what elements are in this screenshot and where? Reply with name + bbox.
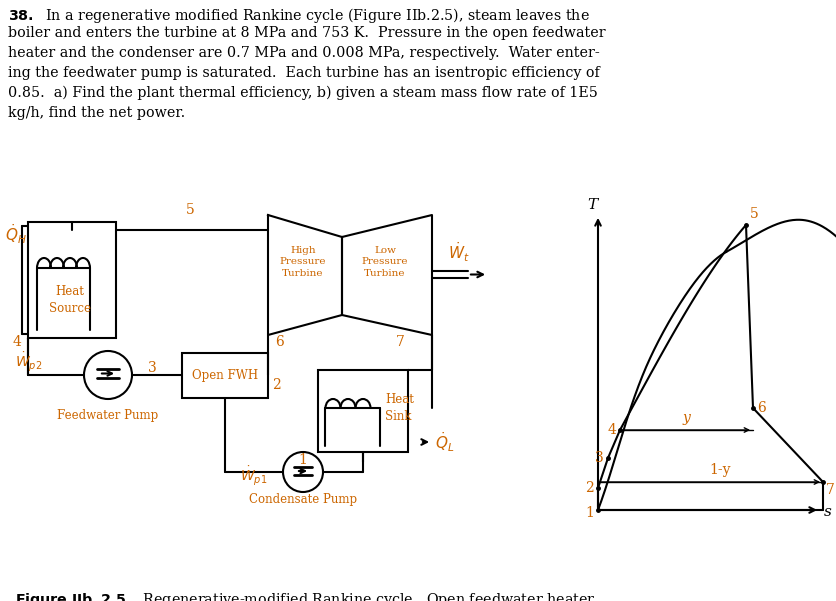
Text: heater and the condenser are 0.7 MPa and 0.008 MPa, respectively.  Water enter-: heater and the condenser are 0.7 MPa and…: [8, 46, 599, 60]
Text: y: y: [682, 411, 690, 425]
Text: $\dot{W}_{p2}$: $\dot{W}_{p2}$: [15, 350, 43, 373]
Text: 1: 1: [585, 506, 594, 520]
Text: 4: 4: [607, 423, 616, 437]
Text: T: T: [587, 198, 597, 212]
Text: 2: 2: [585, 481, 594, 495]
Text: 0.85.  a) Find the plant thermal efficiency, b) given a steam mass flow rate of : 0.85. a) Find the plant thermal efficien…: [8, 86, 598, 100]
Text: Condensate Pump: Condensate Pump: [249, 493, 357, 507]
Text: Feedwater Pump: Feedwater Pump: [58, 409, 159, 421]
Text: Low
Pressure
Turbine: Low Pressure Turbine: [362, 246, 408, 278]
Text: 2: 2: [272, 378, 281, 392]
Text: ing the feedwater pump is saturated.  Each turbine has an isentropic efficiency : ing the feedwater pump is saturated. Eac…: [8, 66, 599, 80]
Text: 5: 5: [750, 207, 759, 221]
Text: $\dot{Q}_L$: $\dot{Q}_L$: [435, 430, 455, 454]
Circle shape: [283, 452, 323, 492]
Text: $\dot{Q}_H$: $\dot{Q}_H$: [5, 222, 27, 246]
Text: $\mathbf{Figure\ IIb.2.5.}$  Regenerative-modified Rankine cycle.  Open feedwate: $\mathbf{Figure\ IIb.2.5.}$ Regenerative…: [15, 591, 599, 601]
Text: s: s: [824, 505, 832, 519]
Text: 3: 3: [148, 361, 156, 375]
Bar: [318, 370, 408, 452]
Text: 6: 6: [276, 335, 284, 349]
Text: $\dot{W}_{p1}$: $\dot{W}_{p1}$: [240, 465, 267, 487]
Circle shape: [84, 351, 132, 399]
Text: 3: 3: [595, 451, 604, 465]
Text: $\mathbf{38.}$  In a regenerative modified Rankine cycle (Figure IIb.2.5), steam: $\mathbf{38.}$ In a regenerative modifie…: [8, 6, 589, 25]
Text: 6: 6: [757, 401, 766, 415]
Text: 1-y: 1-y: [709, 463, 731, 477]
Text: 4: 4: [13, 335, 21, 349]
Text: boiler and enters the turbine at 8 MPa and 753 K.  Pressure in the open feedwate: boiler and enters the turbine at 8 MPa a…: [8, 26, 605, 40]
Text: Heat
Source: Heat Source: [49, 285, 91, 315]
Text: Heat
Sink: Heat Sink: [385, 393, 414, 423]
Text: High
Pressure
Turbine: High Pressure Turbine: [280, 246, 326, 278]
Bar: [182, 353, 268, 398]
Polygon shape: [342, 215, 432, 335]
Text: Open FWH: Open FWH: [192, 368, 258, 382]
Text: 1: 1: [298, 453, 308, 467]
Bar: [28, 222, 116, 338]
Text: 7: 7: [395, 335, 405, 349]
Text: 5: 5: [186, 203, 195, 217]
Text: kg/h, find the net power.: kg/h, find the net power.: [8, 106, 186, 120]
Text: $\dot{W}_t$: $\dot{W}_t$: [448, 240, 470, 264]
Polygon shape: [268, 215, 342, 335]
Text: 7: 7: [826, 483, 835, 497]
